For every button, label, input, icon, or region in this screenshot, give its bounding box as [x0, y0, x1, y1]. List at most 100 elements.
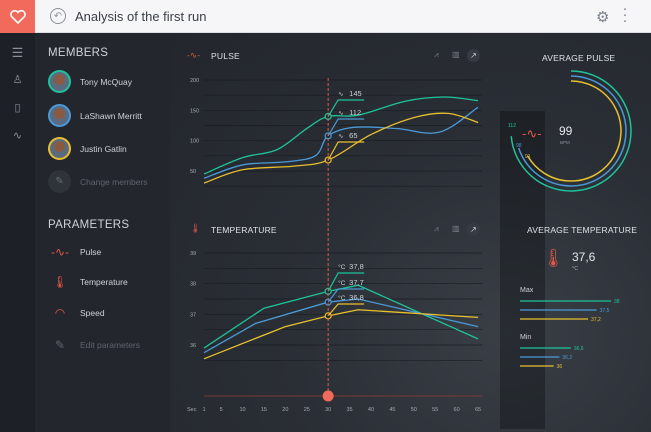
pencil-icon: ✎ [54, 338, 66, 352]
icon-rail: ☰ ♙ ▯ ∿ [0, 33, 35, 432]
y-tick-label: 38 [190, 282, 196, 288]
x-tick-label: 25 [304, 407, 310, 413]
edit-parameters-label: Edit parameters [80, 340, 140, 350]
parameter-temperature[interactable]: 🌡 Temperature [48, 275, 128, 289]
speedometer-icon: ◠ [54, 306, 66, 320]
line-chart-toggle[interactable]: ↗ [467, 49, 480, 62]
temperature-bar-value: 36,6 [574, 346, 584, 352]
temperature-bar-value: 36,2 [562, 355, 572, 361]
menu-icon[interactable]: ☰ [11, 45, 24, 60]
x-tick-label: 35 [347, 407, 353, 413]
y-tick-label: 36 [190, 343, 196, 349]
back-icon[interactable]: ↶ [50, 8, 66, 24]
member-item[interactable]: Tony McQuay [48, 70, 132, 93]
tooltip-value: 145 [349, 89, 362, 98]
parameter-speed[interactable]: ◠ Speed [48, 306, 105, 320]
pulse-icon: -∿- [50, 245, 70, 259]
avatar [48, 70, 71, 93]
bar-chart-toggle[interactable]: ▥ [452, 50, 460, 59]
user-icon[interactable]: ♙ [12, 74, 23, 86]
pulse-gauge-arc [510, 70, 632, 192]
x-tick-label: 60 [454, 407, 460, 413]
timeline-slider-handle[interactable] [322, 390, 334, 402]
area-chart-toggle[interactable]: ⩘ [434, 224, 439, 233]
sidebar: MEMBERS Tony McQuay LaShawn Merritt Just… [35, 33, 170, 432]
parameter-label: Temperature [80, 277, 128, 287]
gear-icon[interactable]: ⚙ [596, 9, 610, 26]
tooltip-connector [327, 141, 365, 161]
temperature-title: TEMPERATURE [211, 225, 277, 235]
average-temperature-title: AVERAGE TEMPERATURE [527, 225, 638, 235]
temperature-bar-value: 37,2 [591, 317, 601, 323]
pulse-unit: BPM [560, 140, 570, 145]
parameter-label: Speed [80, 308, 105, 318]
page-title: Analysis of the first run [75, 9, 207, 24]
tooltip-value: 37,8 [349, 262, 364, 271]
x-tick-label: 40 [368, 407, 374, 413]
average-pulse-title: AVERAGE PULSE [542, 53, 616, 63]
tooltip-icon: °C [338, 279, 346, 287]
tooltip-value: 37,7 [349, 278, 364, 287]
heart-logo-icon[interactable] [0, 0, 35, 33]
top-bar: ↶ Analysis of the first run ⚙ · · · [0, 0, 651, 33]
thermometer-icon: 🌡 [542, 248, 565, 268]
thermometer-icon: 🌡 [52, 275, 68, 289]
y-tick-label: 39 [190, 251, 196, 257]
series-line [203, 298, 479, 354]
change-members-button[interactable]: ✎ Change members [48, 170, 148, 193]
timeline-label: Sec [187, 407, 197, 413]
line-chart-toggle[interactable]: ↗ [467, 223, 480, 236]
temperature-bar-value: 36 [557, 364, 563, 370]
member-item[interactable]: LaShawn Merritt [48, 104, 142, 127]
bar-chart-toggle[interactable]: ▥ [452, 224, 460, 233]
pulse-gauge-arc [527, 80, 622, 182]
tooltip-icon: ∿ [338, 133, 344, 140]
tooltip-value: 36,8 [349, 293, 364, 302]
temperature-bar-value: 38 [614, 299, 620, 305]
tooltip-icon: ∿ [338, 91, 344, 98]
pulse-gauge-arc [517, 75, 627, 187]
highlight-band [500, 111, 545, 429]
x-tick-label: 15 [261, 407, 267, 413]
x-tick-label: 5 [220, 407, 223, 413]
pulse-icon: -∿- [187, 50, 201, 60]
bookmark-icon[interactable]: ▯ [14, 102, 21, 114]
pulse-icon[interactable]: ∿ [12, 130, 23, 142]
average-pulse-value: 99 [559, 124, 573, 138]
avatar [48, 104, 71, 127]
y-tick-label: 50 [190, 169, 196, 175]
tooltip-connector [327, 288, 365, 303]
x-tick-label: 50 [411, 407, 417, 413]
parameter-label: Pulse [80, 247, 102, 257]
member-name: Tony McQuay [80, 76, 132, 87]
member-name: LaShawn Merritt [80, 110, 142, 121]
more-icon[interactable]: · · · [622, 0, 628, 29]
gauge-member-value: 112 [508, 123, 516, 129]
y-tick-label: 37 [190, 312, 196, 318]
average-temperature-value: 37,6 [572, 250, 596, 264]
x-tick-label: 1 [202, 407, 205, 413]
pencil-icon: ✎ [48, 170, 71, 193]
members-heading: MEMBERS [48, 47, 109, 59]
change-members-label: Change members [80, 176, 148, 187]
x-tick-label: 45 [389, 407, 395, 413]
gauge-member-value: 98 [516, 143, 522, 149]
pulse-title: PULSE [211, 51, 240, 61]
tooltip-value: 112 [349, 108, 361, 117]
pulse-icon: -∿- [522, 126, 542, 141]
temperature-unit: °C [572, 266, 579, 272]
y-tick-label: 200 [190, 78, 199, 84]
parameter-pulse[interactable]: -∿- Pulse [48, 245, 101, 259]
gauge-member-value: 91 [525, 154, 531, 160]
tooltip-icon: °C [338, 263, 346, 271]
tooltip-connector [327, 118, 365, 137]
x-tick-label: 65 [475, 407, 481, 413]
member-name: Justin Gatlin [80, 143, 127, 154]
x-tick-label: 55 [432, 407, 438, 413]
edit-parameters-button[interactable]: ✎ Edit parameters [48, 338, 140, 352]
tooltip-icon: °C [338, 294, 346, 302]
y-tick-label: 100 [190, 139, 199, 145]
member-item[interactable]: Justin Gatlin [48, 137, 127, 160]
area-chart-toggle[interactable]: ⩘ [434, 50, 439, 59]
